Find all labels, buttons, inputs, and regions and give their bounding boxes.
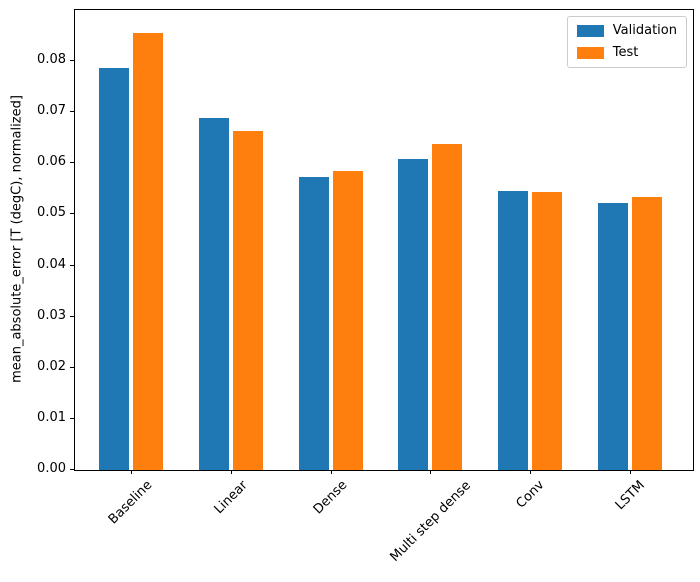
y-tick-label: 0.06 — [37, 154, 66, 170]
x-tick-mark — [230, 470, 232, 474]
y-tick-mark — [70, 366, 74, 368]
bar-test-conv — [532, 191, 563, 470]
y-tick-label: 0.05 — [37, 205, 66, 221]
y-tick-label: 0.08 — [37, 52, 66, 68]
x-tick-label-dense: Dense — [310, 477, 351, 518]
x-tick-mark — [430, 470, 432, 474]
bar-test-baseline — [132, 33, 163, 470]
x-tick-label-conv: Conv — [513, 477, 548, 512]
y-tick-mark — [70, 162, 74, 164]
y-tick-mark — [70, 213, 74, 215]
legend-swatch-validation — [576, 25, 604, 37]
bar-validation-dense — [298, 176, 329, 470]
bar-validation-multi-step-dense — [398, 158, 429, 470]
legend: Validation Test — [566, 16, 687, 68]
y-tick-mark — [70, 60, 74, 62]
legend-item-test: Test — [576, 45, 677, 60]
x-tick-mark — [130, 470, 132, 474]
bar-validation-lstm — [598, 202, 629, 470]
legend-label-validation: Validation — [612, 23, 677, 38]
legend-swatch-test — [576, 47, 604, 59]
bar-validation-conv — [498, 190, 529, 470]
y-tick-mark — [70, 315, 74, 317]
bar-test-lstm — [632, 197, 663, 470]
y-tick-label: 0.04 — [37, 256, 66, 272]
y-axis-label: mean_absolute_error [T (degC), normalize… — [9, 95, 25, 383]
x-tick-label-baseline: Baseline — [106, 477, 156, 528]
x-tick-mark — [330, 470, 332, 474]
y-tick-mark — [70, 111, 74, 113]
x-tick-mark — [630, 470, 632, 474]
y-tick-label: 0.00 — [37, 461, 66, 476]
y-tick-label: 0.07 — [37, 103, 66, 119]
bar-validation-baseline — [98, 68, 129, 470]
legend-label-test: Test — [612, 45, 639, 60]
x-tick-mark — [530, 470, 532, 474]
y-tick-mark — [70, 469, 74, 470]
bar-test-linear — [232, 131, 263, 470]
legend-item-validation: Validation — [576, 23, 677, 38]
bar-validation-linear — [198, 118, 229, 470]
y-tick-label: 0.02 — [37, 358, 66, 374]
bar-test-dense — [332, 171, 363, 470]
y-tick-mark — [70, 264, 74, 266]
x-tick-label-lstm: LSTM — [612, 477, 648, 514]
plot-area: Validation Test — [74, 9, 694, 471]
y-tick-mark — [70, 417, 74, 419]
y-tick-label: 0.01 — [37, 409, 66, 425]
bar-test-multi-step-dense — [432, 144, 463, 470]
y-tick-label: 0.03 — [37, 307, 66, 323]
x-tick-label-multi-step-dense: Multi step dense — [387, 477, 474, 565]
x-tick-label-linear: Linear — [211, 477, 251, 518]
